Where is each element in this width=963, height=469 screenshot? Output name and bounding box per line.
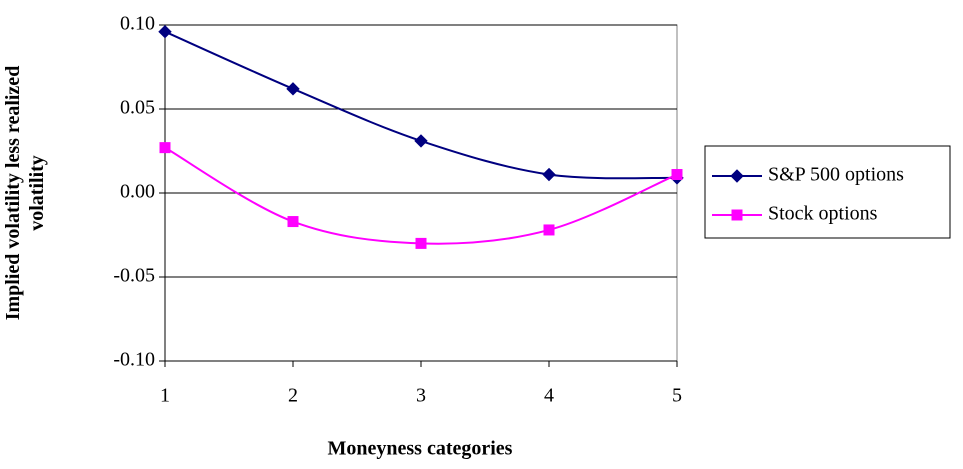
y-tick-label: 0.10	[120, 13, 155, 35]
x-axis-title: Moneyness categories	[328, 438, 513, 460]
legend-label: S&P 500 options	[768, 164, 904, 186]
y-tick-label: 0.05	[120, 97, 155, 119]
x-tick-label: 1	[160, 385, 170, 407]
x-tick-label: 5	[672, 385, 682, 407]
x-tick-label: 4	[544, 385, 554, 407]
x-tick-label: 2	[288, 385, 298, 407]
y-tick-label: 0.00	[120, 181, 155, 203]
marker	[730, 169, 744, 183]
marker	[543, 224, 555, 236]
marker	[158, 25, 172, 39]
marker	[671, 169, 683, 181]
marker	[287, 216, 299, 228]
marker	[159, 142, 171, 154]
marker	[415, 237, 427, 249]
marker	[414, 134, 428, 148]
marker	[286, 82, 300, 96]
legend-box	[704, 145, 951, 239]
series-line	[164, 146, 678, 245]
marker	[731, 209, 743, 221]
legend-label: Stock options	[768, 203, 878, 225]
y-tick-label: -0.05	[113, 265, 155, 287]
x-tick-label: 3	[416, 385, 426, 407]
y-axis-title: Implied volatility less realized volatili…	[2, 66, 48, 321]
series-line	[164, 30, 678, 180]
marker	[542, 167, 556, 182]
y-tick-label: -0.10	[113, 349, 155, 371]
